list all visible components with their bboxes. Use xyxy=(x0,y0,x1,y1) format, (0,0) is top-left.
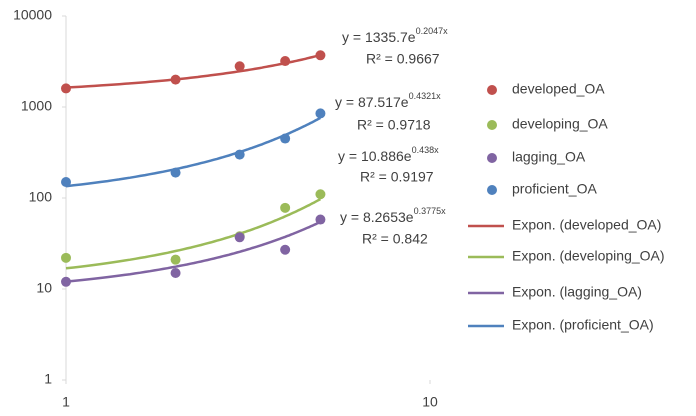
equation-text: y = 8.2653e xyxy=(340,209,414,225)
legend-label: developed_OA xyxy=(512,81,605,97)
data-point xyxy=(280,244,291,255)
legend-marker xyxy=(487,120,497,130)
r-squared: R² = 0.9197 xyxy=(360,169,434,185)
legend-label: lagging_OA xyxy=(512,149,586,165)
legend-marker xyxy=(487,153,497,163)
data-point xyxy=(315,108,326,119)
equation-exponent: 0.438x xyxy=(412,145,440,155)
data-point xyxy=(61,252,71,263)
equation-exponent: 0.2047x xyxy=(416,26,449,36)
trend-equation: y = 10.886e0.438x xyxy=(338,145,439,163)
data-point xyxy=(234,61,245,72)
equation-text: y = 87.517e xyxy=(335,94,409,110)
data-point xyxy=(61,83,71,94)
data-point xyxy=(280,202,291,213)
data-point xyxy=(234,149,245,160)
y-tick-label: 1000 xyxy=(21,98,52,114)
data-point xyxy=(61,176,71,187)
legend-marker xyxy=(487,185,497,195)
equation-exponent: 0.4321x xyxy=(409,91,442,101)
trend-equation: y = 8.2653e0.3775x xyxy=(340,206,446,224)
legend-label: Expon. (proficient_OA) xyxy=(512,317,654,333)
r-squared: R² = 0.9667 xyxy=(366,51,440,67)
legend-marker xyxy=(487,85,497,95)
data-point xyxy=(170,167,181,178)
equation-exponent: 0.3775x xyxy=(414,206,447,216)
r-squared: R² = 0.842 xyxy=(362,231,428,247)
legend-label: Expon. (developing_OA) xyxy=(512,248,665,264)
trendline xyxy=(65,116,321,188)
y-tick-label: 1 xyxy=(44,371,52,387)
x-tick-label: 10 xyxy=(422,394,438,410)
y-tick-label: 10 xyxy=(36,280,52,296)
equation-text: y = 1335.7e xyxy=(342,29,416,45)
legend-label: developing_OA xyxy=(512,116,608,132)
trend-equation: y = 87.517e0.4321x xyxy=(335,91,441,109)
data-point xyxy=(280,56,291,67)
equation-text: y = 10.886e xyxy=(338,148,412,164)
r-squared: R² = 0.9718 xyxy=(357,117,431,133)
data-point xyxy=(170,267,181,278)
data-point xyxy=(315,50,326,61)
legend-label: Expon. (lagging_OA) xyxy=(512,284,642,300)
x-tick-label: 1 xyxy=(62,394,70,410)
y-tick-label: 100 xyxy=(29,189,53,205)
data-point xyxy=(170,254,181,265)
data-point xyxy=(234,232,245,243)
y-tick-label: 10000 xyxy=(13,7,52,23)
data-point xyxy=(170,74,181,85)
legend-label: Expon. (developed_OA) xyxy=(512,217,661,233)
trend-equation: y = 1335.7e0.2047x xyxy=(342,26,448,44)
data-point xyxy=(61,276,71,287)
data-point xyxy=(315,214,326,225)
legend-label: proficient_OA xyxy=(512,181,597,197)
trendline xyxy=(65,220,321,283)
data-point xyxy=(315,189,326,200)
data-point xyxy=(280,133,291,144)
